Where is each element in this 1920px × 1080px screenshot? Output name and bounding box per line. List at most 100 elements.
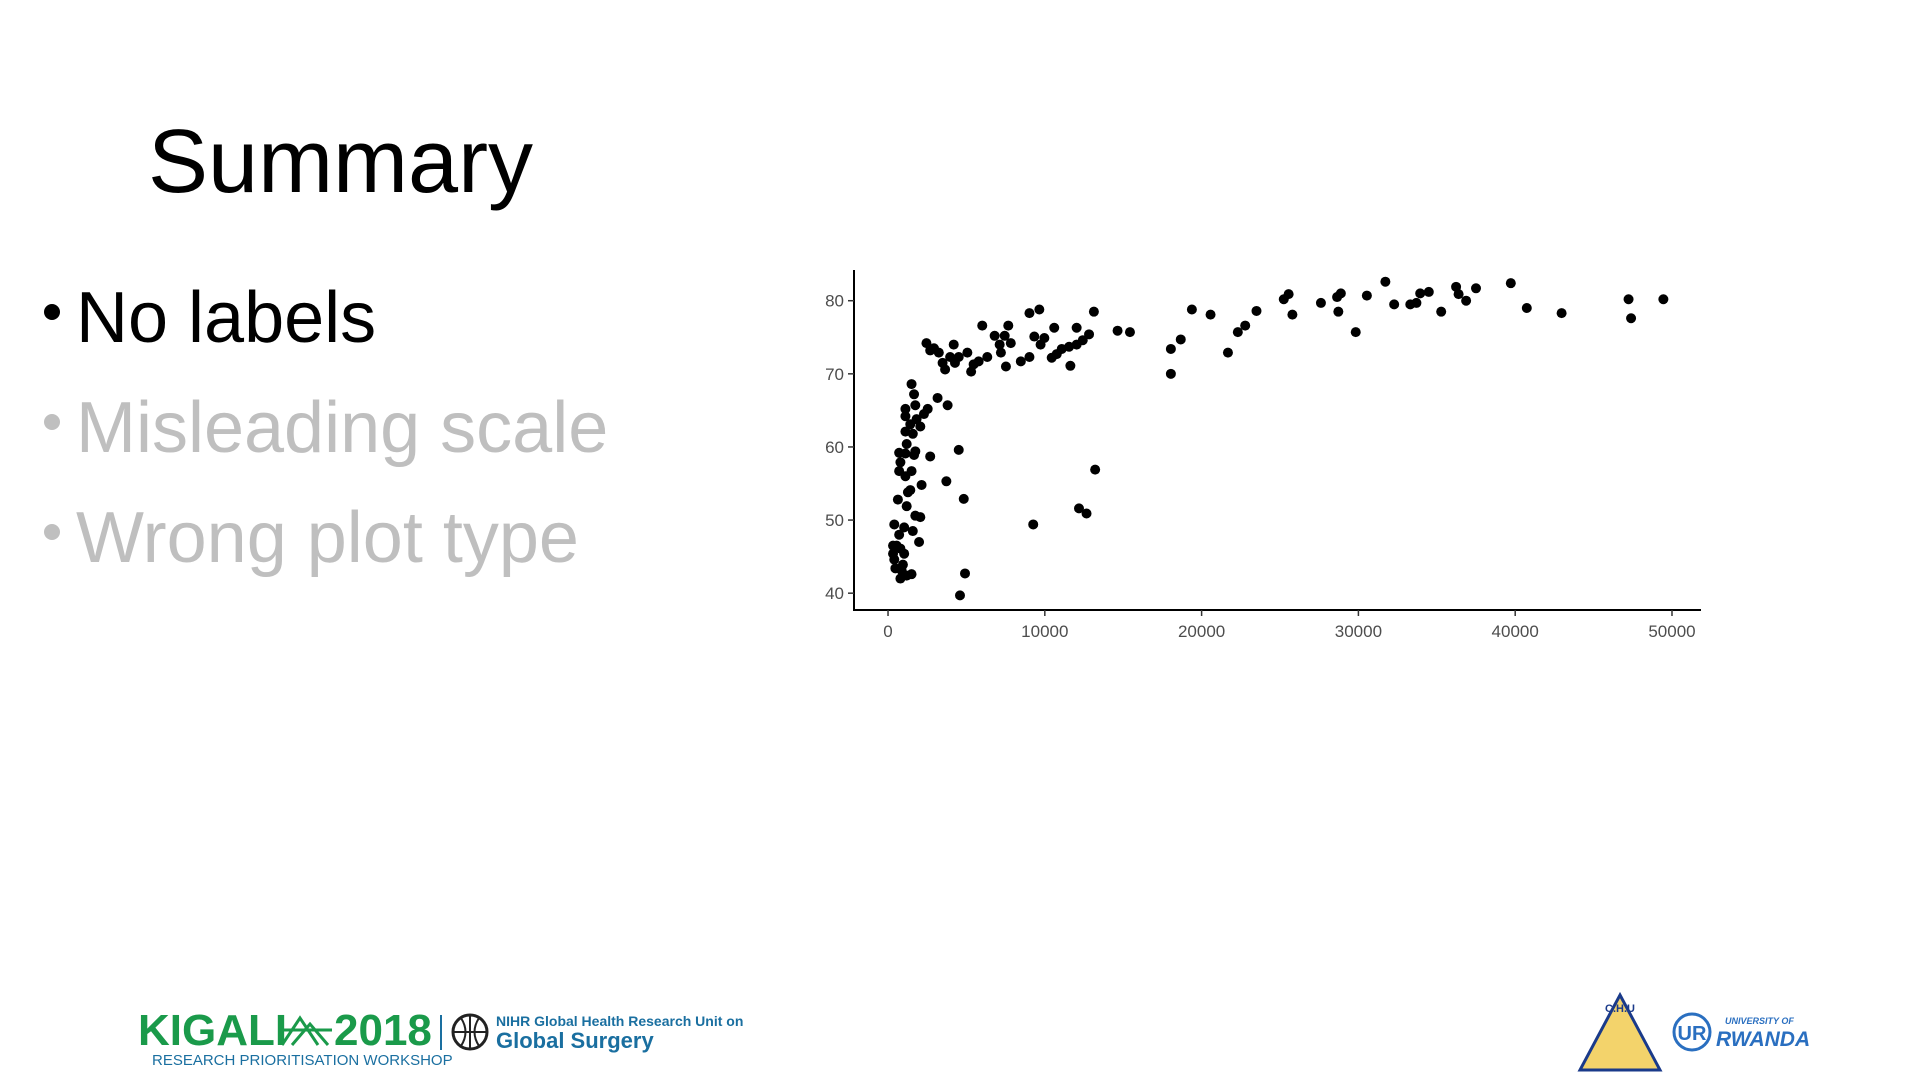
point bbox=[941, 476, 952, 487]
x-tick-label: 0 bbox=[883, 622, 892, 641]
point bbox=[1081, 508, 1092, 519]
point bbox=[954, 590, 965, 601]
point bbox=[945, 352, 956, 363]
point bbox=[1034, 304, 1045, 315]
point bbox=[890, 563, 901, 574]
kigali-text: KIGALI bbox=[138, 1006, 287, 1055]
point bbox=[999, 330, 1010, 341]
point bbox=[895, 573, 906, 584]
point bbox=[1423, 286, 1434, 297]
point bbox=[1035, 339, 1046, 350]
point bbox=[1436, 306, 1447, 317]
point bbox=[1240, 320, 1251, 331]
point bbox=[1451, 281, 1462, 292]
point bbox=[1361, 290, 1372, 301]
point bbox=[1521, 303, 1532, 314]
y-tick-label: 40 bbox=[825, 584, 844, 603]
point bbox=[916, 479, 927, 490]
x-tick-label: 40000 bbox=[1492, 622, 1539, 641]
x-tick-label: 50000 bbox=[1648, 622, 1695, 641]
x-tick-label: 30000 bbox=[1335, 622, 1382, 641]
point bbox=[918, 409, 929, 420]
chu-text: C.H.U bbox=[1605, 1003, 1635, 1015]
bullet: Wrong plot type bbox=[76, 498, 579, 578]
point bbox=[925, 451, 936, 462]
ur-mark: UR bbox=[1678, 1023, 1707, 1045]
point bbox=[1175, 334, 1186, 345]
point bbox=[1405, 299, 1416, 310]
point bbox=[889, 519, 900, 530]
point bbox=[1000, 361, 1011, 372]
point bbox=[1505, 278, 1516, 289]
unit-text: Global Surgery bbox=[496, 1028, 654, 1053]
point bbox=[1251, 305, 1262, 316]
point bbox=[894, 529, 905, 540]
point bbox=[1232, 327, 1243, 338]
point bbox=[894, 447, 905, 458]
point bbox=[1029, 331, 1040, 342]
point bbox=[1315, 297, 1326, 308]
point bbox=[937, 357, 948, 368]
point bbox=[953, 444, 964, 455]
point bbox=[1090, 464, 1101, 475]
y-tick-label: 70 bbox=[825, 365, 844, 384]
point bbox=[1124, 327, 1135, 338]
footer-right-logos: C.H.U UR UNIVERSITY OF RWANDA bbox=[1577, 991, 1810, 1072]
point bbox=[1389, 299, 1400, 310]
point bbox=[914, 537, 925, 547]
point bbox=[982, 352, 993, 363]
point bbox=[1088, 306, 1099, 317]
point bbox=[995, 347, 1006, 358]
bullet-dot bbox=[44, 414, 60, 430]
ur-ring bbox=[1672, 1012, 1712, 1052]
bullet-dot bbox=[44, 524, 60, 540]
point bbox=[1186, 304, 1197, 315]
point bbox=[977, 320, 988, 331]
point bbox=[894, 466, 905, 477]
point bbox=[1015, 356, 1026, 367]
point bbox=[1658, 294, 1669, 305]
point bbox=[900, 411, 911, 422]
kigali-icon bbox=[280, 1015, 332, 1046]
point bbox=[1626, 313, 1637, 324]
bullet: Misleading scale bbox=[76, 388, 608, 468]
point bbox=[910, 446, 921, 457]
point bbox=[962, 347, 973, 358]
point bbox=[900, 426, 911, 437]
point bbox=[1287, 309, 1298, 320]
bullet: No labels bbox=[76, 278, 376, 358]
point bbox=[1222, 347, 1233, 358]
point bbox=[1024, 308, 1035, 319]
slide-title: Summary bbox=[148, 112, 533, 212]
y-tick-label: 50 bbox=[825, 511, 844, 530]
point bbox=[888, 540, 899, 551]
point bbox=[1028, 519, 1039, 530]
point bbox=[889, 554, 900, 565]
university-text: UNIVERSITY OF bbox=[1725, 1016, 1794, 1026]
point bbox=[1049, 322, 1060, 333]
footer-left-logo: KIGALI 2018 RESEARCH PRIORITISATION WORK… bbox=[138, 1006, 743, 1069]
point bbox=[994, 339, 1005, 350]
point bbox=[1461, 295, 1472, 306]
point bbox=[966, 366, 977, 377]
point bbox=[892, 494, 903, 505]
point bbox=[1165, 368, 1176, 379]
point bbox=[905, 419, 916, 430]
point bbox=[958, 493, 969, 504]
point bbox=[1073, 503, 1084, 514]
y-tick-label: 80 bbox=[825, 292, 844, 311]
point bbox=[1332, 292, 1343, 303]
point bbox=[1278, 294, 1289, 305]
point bbox=[1046, 352, 1057, 363]
workshop-text: RESEARCH PRIORITISATION WORKSHOP bbox=[152, 1052, 453, 1069]
point bbox=[910, 510, 921, 521]
point bbox=[1165, 343, 1176, 354]
scatter-plot: 40 50 60 70 80 0 10000 20000 30000 40000 50000 bbox=[825, 270, 1701, 641]
y-tick-label: 60 bbox=[825, 438, 844, 457]
x-tick-label: 10000 bbox=[1021, 622, 1068, 641]
point bbox=[942, 400, 953, 411]
point bbox=[1380, 276, 1391, 287]
point bbox=[1556, 308, 1567, 319]
